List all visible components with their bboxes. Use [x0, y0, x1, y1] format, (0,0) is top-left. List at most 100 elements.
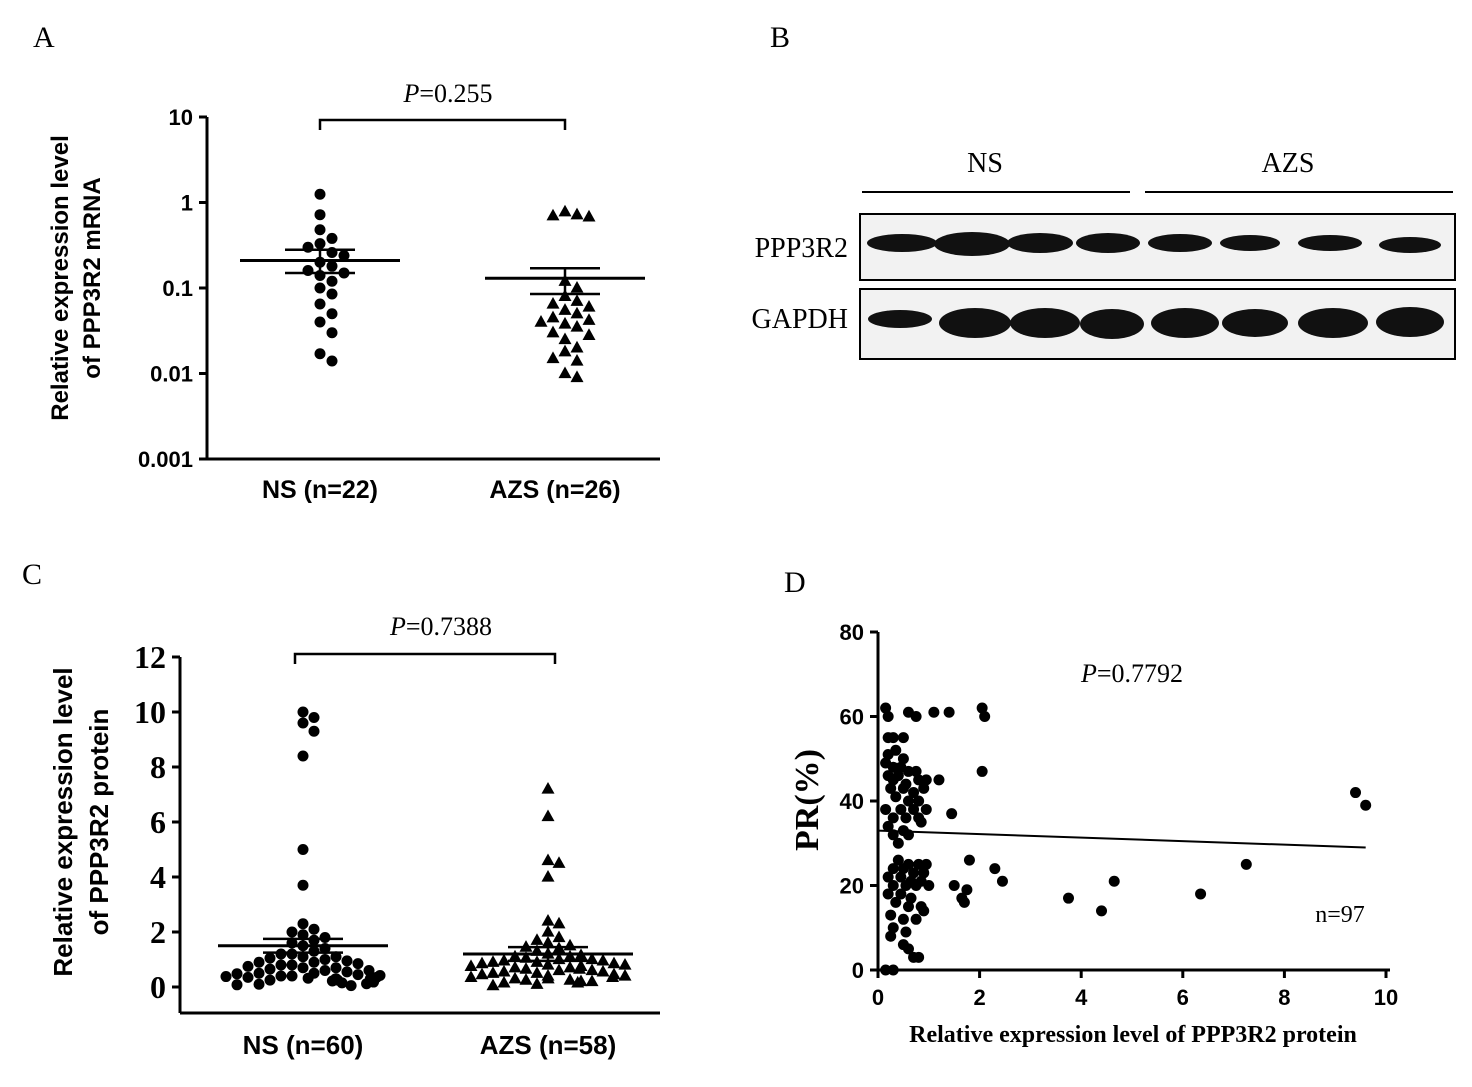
panel-d-point [890, 745, 901, 756]
panel-d-point [923, 880, 934, 891]
panel-a-azs-point [547, 297, 560, 309]
panel-a-ns-point [327, 233, 338, 244]
panel-a-ns-point [327, 356, 338, 367]
panel-c-ns-point [353, 969, 364, 980]
panel-c-y-tick-label: 12 [134, 639, 166, 675]
panel-a-azs-point [547, 311, 560, 323]
panel-c-ns-point [320, 932, 331, 943]
panel-c-ns-point [303, 973, 314, 984]
panel-d-point [928, 707, 939, 718]
panel-d-point [916, 817, 927, 828]
blot-band [939, 308, 1011, 338]
panel-a-ylabel-line2: of PPP3R2 mRNA [79, 177, 106, 378]
panel-c-ns-point [276, 971, 287, 982]
panel-a-category-azs: AZS (n=26) [489, 476, 620, 504]
panel-c-p-symbol: P [389, 612, 406, 641]
panel-a-ns-point [315, 348, 326, 359]
panel-c-azs-point [476, 957, 489, 969]
panel-a-azs-point [571, 307, 584, 319]
panel-d-point [989, 863, 1000, 874]
panel-c-azs-point [597, 965, 610, 977]
blot-band [1220, 235, 1280, 251]
panel-d-ylabel: PR(%) [789, 749, 826, 851]
panel-d-n-label: n=97 [1315, 902, 1365, 928]
panel-c-azs-point [619, 969, 632, 981]
panel-c-azs-point [608, 957, 621, 969]
panel-c-azs-point [564, 939, 577, 951]
panel-c-azs-point [586, 974, 599, 986]
panel-c-azs-point [520, 973, 533, 985]
panel-c-azs-point [542, 870, 555, 882]
panel-c-y-tick-label: 2 [150, 914, 166, 950]
panel-c-ns-point [287, 960, 298, 971]
panel-d-x-tick-label: 4 [1075, 985, 1088, 1010]
panel-c-ns-point [287, 971, 298, 982]
panel-c-ns-point [331, 962, 342, 973]
panel-c-marks [218, 707, 633, 992]
panel-b-western-blot: NS AZS PPP3R2 GAPDH [752, 148, 1455, 359]
panel-c-ns-point [320, 954, 331, 965]
panel-c-azs-point [509, 961, 522, 973]
panel-c-ns-point [276, 949, 287, 960]
panel-a-azs-point [571, 354, 584, 366]
panel-d-chart: 020406080 0 2 4 6 8 10 P=0.7792 n=97 Relative… [789, 620, 1398, 1048]
panel-letter-b: B [770, 21, 790, 54]
panel-a-ns-point [315, 317, 326, 328]
panel-d-point [893, 838, 904, 849]
panel-c-ns-point [346, 980, 357, 991]
panel-d-point [885, 931, 896, 942]
panel-c-azs-point [520, 962, 533, 974]
panel-d-x-tick-label: 6 [1177, 985, 1189, 1010]
panel-c-ns-point [298, 751, 309, 762]
blot-band [1151, 308, 1219, 338]
panel-d-point [890, 897, 901, 908]
blot-group-azs: AZS [1262, 148, 1315, 179]
blot-band [1076, 233, 1140, 253]
panel-a-azs-point [571, 281, 584, 293]
panel-c-azs-point [597, 954, 610, 966]
panel-a-y-tick-label: 10 [169, 105, 193, 130]
panel-a-category-ns: NS (n=22) [262, 476, 378, 504]
panel-c-azs-point [553, 930, 566, 942]
panel-a-azs-point [583, 328, 596, 340]
panel-a-ns-point [315, 209, 326, 220]
panel-c-ns-point [309, 712, 320, 723]
blot-band [1298, 308, 1368, 338]
panel-d-xlabel: Relative expression level of PPP3R2 prot… [909, 1022, 1357, 1048]
panel-c-ns-point [309, 946, 320, 957]
panel-c-azs-point [498, 965, 511, 977]
panel-d-y-tick-label: 20 [840, 874, 864, 899]
panel-c-ns-point [243, 972, 254, 983]
panel-c-ns-point [265, 953, 276, 964]
panel-c-ns-point [221, 971, 232, 982]
panel-d-point [1195, 888, 1206, 899]
panel-a-azs-point [571, 320, 584, 332]
panel-c-azs-point [553, 917, 566, 929]
panel-c-ns-point [287, 927, 298, 938]
panel-d-point [964, 855, 975, 866]
panel-d-y-tick-label: 40 [840, 789, 864, 814]
panel-c-ns-point [361, 978, 372, 989]
panel-d-point [883, 711, 894, 722]
blot-band [1222, 309, 1288, 337]
panel-a-ns-point [327, 261, 338, 272]
panel-a-marks [240, 189, 645, 382]
panel-c-azs-point [531, 977, 544, 989]
panel-d-point [911, 711, 922, 722]
panel-a-ns-point [327, 327, 338, 338]
panel-c-p-number: =0.7388 [406, 612, 492, 641]
panel-d-point [903, 901, 914, 912]
panel-c-azs-point [564, 961, 577, 973]
panel-c-azs-point [553, 963, 566, 975]
panel-a-azs-point [535, 315, 548, 327]
blot-band [867, 234, 937, 252]
panel-c-p-value: P=0.7388 [389, 612, 492, 641]
panel-d-point [1241, 859, 1252, 870]
panel-d-point [890, 791, 901, 802]
panel-a-ylabel: Relative expression level of PPP3R2 mRNA [47, 135, 106, 421]
panel-d-x-tick-label: 8 [1278, 985, 1290, 1010]
panel-d-point [1063, 893, 1074, 904]
panel-c-azs-point [553, 856, 566, 868]
panel-d-point [913, 952, 924, 963]
panel-c-ns-point [309, 924, 320, 935]
